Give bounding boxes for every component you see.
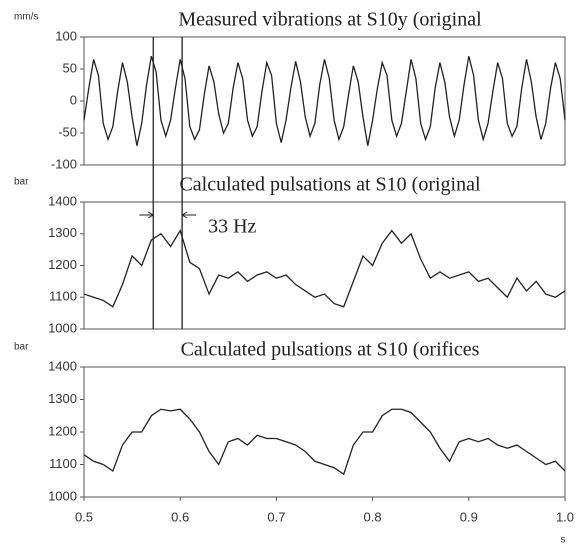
arrow xyxy=(139,211,155,219)
y-axis-label: mm/s xyxy=(14,12,38,23)
y-tick-label: -100 xyxy=(51,156,77,171)
y-axis-label: bar xyxy=(14,177,29,188)
y-tick-label: 1200 xyxy=(48,257,77,272)
y-tick-label: 1300 xyxy=(48,225,77,240)
x-tick-label: 0.8 xyxy=(364,509,382,524)
y-tick-label: 1000 xyxy=(48,320,77,335)
data-line xyxy=(83,408,566,476)
y-tick-label: 1400 xyxy=(48,358,77,373)
y-tick-label: 50 xyxy=(63,60,77,75)
arrow xyxy=(181,211,197,219)
y-tick-label: 1000 xyxy=(48,488,77,503)
y-tick-label: 1300 xyxy=(48,391,77,406)
y-tick-label: 0 xyxy=(70,92,77,107)
y-tick-label: 1200 xyxy=(48,423,77,438)
x-tick-label: 0.9 xyxy=(460,509,478,524)
chart-title: Calculated pulsations at S10 (orifices xyxy=(181,339,480,361)
plot-frame xyxy=(83,366,566,498)
plot-frame xyxy=(83,201,566,330)
y-tick-label: 1400 xyxy=(48,193,77,208)
x-tick-label: 0.5 xyxy=(75,509,93,524)
chart-title: Measured vibrations at S10y (original xyxy=(178,9,482,31)
y-tick-label: -50 xyxy=(58,124,77,139)
data-line xyxy=(83,228,566,308)
annotation: 33 Hz xyxy=(208,216,256,238)
y-tick-label: 100 xyxy=(55,28,77,43)
chart-title: Calculated pulsations at S10 (original xyxy=(179,174,480,196)
y-axis-label: bar xyxy=(14,342,29,353)
x-tick-label: 1.0 xyxy=(556,509,574,524)
x-axis-label: s xyxy=(561,535,566,546)
plot-frame xyxy=(83,36,566,166)
y-tick-label: 1100 xyxy=(49,289,77,304)
x-tick-label: 0.6 xyxy=(171,509,189,524)
data-line xyxy=(83,56,566,146)
x-tick-label: 0.7 xyxy=(267,509,285,524)
y-tick-label: 1100 xyxy=(49,456,77,471)
